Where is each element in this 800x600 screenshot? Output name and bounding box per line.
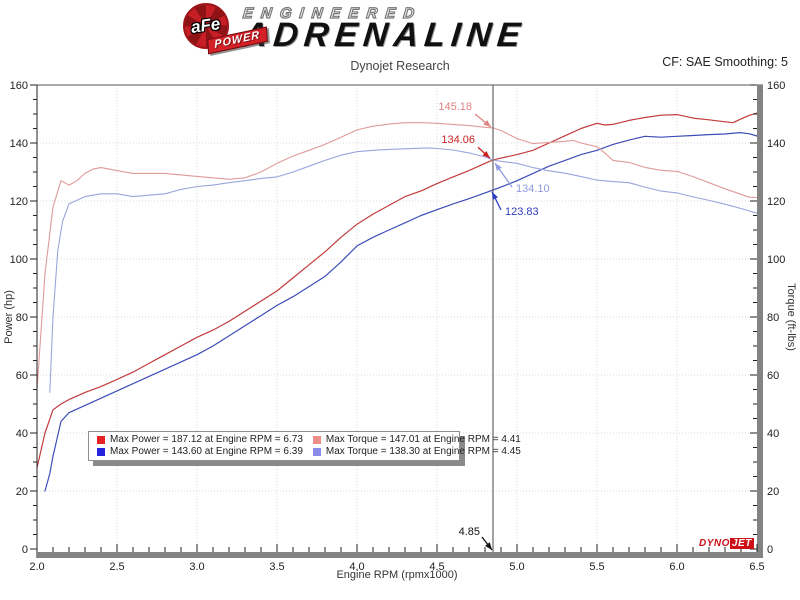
legend-swatch-icon bbox=[97, 448, 105, 456]
legend-swatch-icon bbox=[312, 436, 321, 444]
cursor-x-label: 4.85 bbox=[459, 526, 480, 538]
x-axis-tick-label: 5.0 bbox=[509, 561, 524, 573]
right-axis-tick-label: 140 bbox=[767, 138, 785, 150]
legend-item: Max Torque = 147.01 at Engine RPM = 4.41 bbox=[312, 434, 521, 446]
legend-item: Max Power = 187.12 at Engine RPM = 6.73 bbox=[97, 434, 303, 446]
cursor-x-arrowhead bbox=[485, 542, 492, 550]
right-axis-tick-label: 60 bbox=[767, 370, 779, 382]
x-axis-tick-label: 2.5 bbox=[109, 561, 124, 573]
left-axis-tick-label: 120 bbox=[10, 196, 28, 208]
left-axis-tick-label: 0 bbox=[22, 544, 28, 556]
x-axis-tick-label: 6.5 bbox=[749, 561, 764, 573]
x-axis-tick-label: 4.0 bbox=[349, 561, 364, 573]
x-axis-tick-label: 3.0 bbox=[189, 561, 204, 573]
right-axis-bar bbox=[757, 85, 763, 558]
dynojet-logo-dyno: DYNO bbox=[699, 538, 730, 549]
left-axis-tick-label: 160 bbox=[10, 80, 28, 92]
bottom-axis-bar bbox=[37, 552, 763, 558]
left-axis-tick-label: 100 bbox=[10, 254, 28, 266]
chart-legend: Max Power = 187.12 at Engine RPM = 6.73 M… bbox=[88, 431, 521, 461]
right-axis-tick-label: 40 bbox=[767, 428, 779, 440]
cursor-value-label: 123.83 bbox=[505, 206, 539, 218]
cursor-value-arrowhead bbox=[483, 120, 491, 127]
legend-item: Max Power = 143.60 at Engine RPM = 6.39 bbox=[97, 446, 303, 458]
dynojet-logo-jet: JET bbox=[729, 538, 754, 549]
afe-logo-text: aFe bbox=[190, 14, 222, 37]
chart-title: Dynojet Research bbox=[350, 59, 450, 73]
power-blue-curve bbox=[44, 132, 758, 492]
cursor-value-label: 145.18 bbox=[438, 101, 472, 113]
right-axis-tick-label: 80 bbox=[767, 312, 779, 324]
legend-item: Max Torque = 138.30 at Engine RPM = 4.45 bbox=[312, 446, 521, 458]
power-red-curve bbox=[36, 112, 758, 469]
left-axis-tick-label: 80 bbox=[16, 312, 28, 324]
right-axis-tick-label: 20 bbox=[767, 486, 779, 498]
legend-label: Max Power = 187.12 at Engine RPM = 6.73 bbox=[110, 434, 303, 445]
right-axis-tick-label: 100 bbox=[767, 254, 785, 266]
x-axis-tick-label: 6.0 bbox=[669, 561, 684, 573]
legend-label: Max Torque = 138.30 at Engine RPM = 4.45 bbox=[325, 446, 521, 457]
right-axis-title: Torque (ft-lbs) bbox=[785, 283, 797, 351]
x-axis-tick-label: 5.5 bbox=[589, 561, 604, 573]
dynojet-logo: DYNO JET bbox=[699, 538, 754, 549]
cursor-value-label: 134.10 bbox=[516, 183, 550, 195]
left-axis-title: Power (hp) bbox=[3, 290, 15, 344]
left-axis-tick-label: 40 bbox=[16, 428, 28, 440]
right-axis-tick-label: 0 bbox=[767, 544, 773, 556]
cursor-value-label: 134.06 bbox=[441, 134, 475, 146]
cursor-value-arrowhead bbox=[492, 191, 498, 200]
torque-red-curve bbox=[36, 122, 758, 391]
legend-label: Max Torque = 147.01 at Engine RPM = 4.41 bbox=[325, 434, 521, 445]
afe-logo-circle-icon: aFe bbox=[183, 3, 229, 49]
torque-blue-curve bbox=[49, 147, 758, 393]
x-axis-tick-label: 2.0 bbox=[29, 561, 44, 573]
legend-swatch-icon bbox=[97, 436, 105, 444]
afe-logo: aFe POWER ENGINEERED ADRENALINE bbox=[183, 3, 528, 57]
cursor-value-arrowhead bbox=[482, 151, 490, 159]
left-axis-tick-label: 140 bbox=[10, 138, 28, 150]
correction-smoothing-label: CF: SAE Smoothing: 5 bbox=[662, 55, 788, 69]
x-axis-tick-label: 4.5 bbox=[429, 561, 444, 573]
right-axis-tick-label: 160 bbox=[767, 80, 785, 92]
x-axis-tick-label: 3.5 bbox=[269, 561, 284, 573]
legend-swatch-icon bbox=[312, 448, 321, 456]
cursor-value-arrowhead bbox=[495, 163, 502, 171]
right-axis-tick-label: 120 bbox=[767, 196, 785, 208]
legend-label: Max Power = 143.60 at Engine RPM = 6.39 bbox=[110, 446, 303, 457]
left-axis-tick-label: 20 bbox=[16, 486, 28, 498]
left-axis-tick-label: 60 bbox=[16, 370, 28, 382]
x-axis-title: Engine RPM (rpmx1000) bbox=[336, 569, 457, 581]
